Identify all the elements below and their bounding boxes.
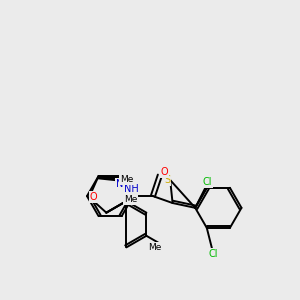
Text: Me: Me [148,243,162,252]
Text: NH: NH [124,184,139,194]
Text: O: O [89,192,97,202]
Text: N: N [116,179,123,189]
Text: Cl: Cl [202,177,211,187]
Text: Me: Me [124,195,137,204]
Text: Me: Me [120,175,133,184]
Text: S: S [164,175,170,185]
Text: Cl: Cl [208,249,218,259]
Text: O: O [160,167,168,177]
